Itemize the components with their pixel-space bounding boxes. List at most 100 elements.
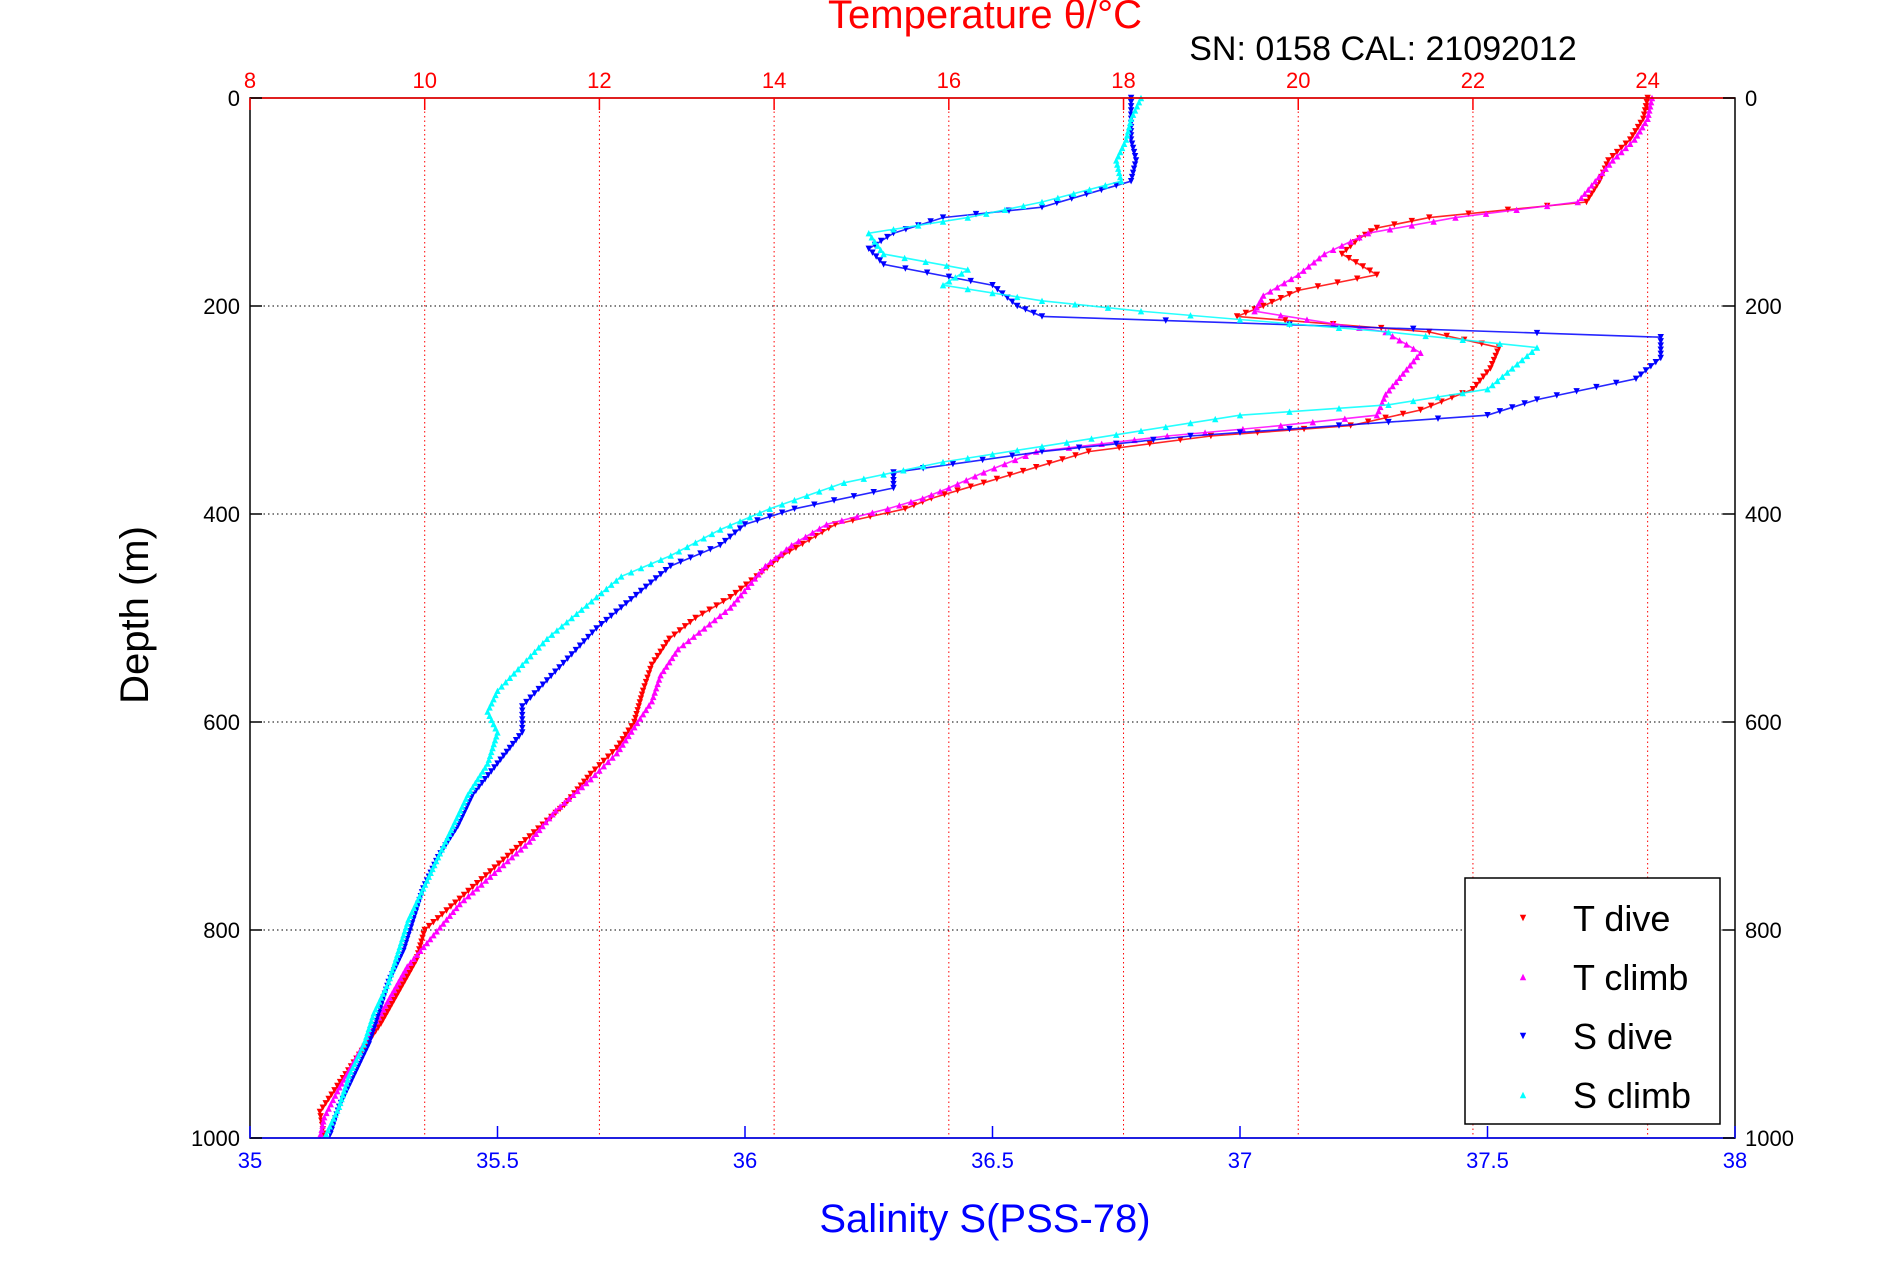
series-point — [1128, 173, 1136, 181]
series-point — [667, 552, 674, 559]
series-point — [469, 783, 476, 791]
series-point — [756, 509, 764, 517]
series-point — [632, 714, 639, 722]
series-point — [666, 635, 673, 642]
series-point — [890, 480, 897, 488]
series-point — [1657, 350, 1664, 358]
series-point — [453, 904, 460, 912]
series-point — [563, 618, 570, 626]
series-point — [634, 719, 641, 727]
series-point — [989, 451, 996, 458]
series-point — [1335, 324, 1343, 332]
series-point — [964, 454, 971, 462]
series-point — [1609, 153, 1616, 160]
series-point — [1657, 342, 1664, 349]
series-point — [1626, 136, 1634, 143]
series-point — [438, 911, 446, 918]
series-point — [413, 951, 421, 958]
series-point — [583, 602, 590, 609]
series-point — [591, 771, 599, 779]
series-point — [952, 274, 959, 281]
series-point — [828, 483, 835, 491]
series-point — [1009, 452, 1016, 459]
series-point — [500, 752, 507, 759]
series-point — [536, 826, 543, 834]
series-point — [1533, 396, 1541, 403]
series-point — [869, 249, 876, 256]
series-point — [334, 1082, 341, 1090]
series-point — [692, 539, 699, 546]
series-point — [1459, 336, 1466, 343]
series-point — [639, 711, 647, 718]
series-point — [1518, 356, 1526, 364]
series-point — [1606, 161, 1613, 168]
series-point — [386, 1004, 393, 1012]
y-tick-label-left: 0 — [228, 86, 240, 111]
series-point — [1251, 308, 1258, 315]
series-point — [1592, 178, 1599, 185]
series-point — [449, 908, 457, 915]
series-point — [1127, 178, 1135, 185]
series-point — [519, 716, 526, 723]
series-point — [677, 558, 684, 566]
series-point — [890, 477, 897, 484]
series-point — [923, 269, 931, 276]
series-point — [565, 795, 573, 802]
series-point — [547, 672, 555, 680]
series-point — [580, 778, 588, 785]
series-point — [994, 286, 1001, 293]
series-point — [542, 818, 550, 826]
y-tick-label-left: 400 — [203, 502, 240, 527]
series-point — [1644, 115, 1651, 122]
series-point — [319, 1104, 326, 1111]
series-point — [980, 469, 987, 476]
x-bottom-tick-label: 38 — [1723, 1148, 1747, 1173]
series-point — [1352, 259, 1360, 266]
series-point — [532, 830, 540, 837]
series-point — [1410, 345, 1417, 352]
series-point — [1127, 107, 1135, 114]
series-point — [519, 703, 526, 710]
series-point — [1126, 119, 1134, 127]
series-point — [1114, 161, 1121, 168]
series-point — [625, 732, 632, 740]
series-point — [936, 488, 944, 495]
series-point — [495, 865, 503, 873]
series-point — [802, 533, 809, 541]
series-point — [587, 776, 594, 783]
series-point — [647, 579, 655, 586]
series-point — [991, 465, 998, 472]
series-point — [1341, 415, 1349, 422]
series-point — [939, 458, 947, 466]
series-point — [543, 635, 551, 642]
series-point — [1528, 348, 1536, 355]
series-point — [1236, 429, 1244, 436]
series-point — [669, 654, 676, 662]
series-point — [1128, 140, 1136, 147]
series-point — [580, 638, 588, 645]
series-point — [465, 893, 472, 900]
series-point — [482, 877, 490, 884]
series-point — [491, 764, 498, 771]
series-point — [401, 977, 409, 984]
series-point — [486, 712, 493, 719]
series-point — [393, 993, 400, 1000]
y-axis-label: Depth (m) — [113, 526, 157, 704]
series-point — [695, 629, 703, 636]
series-point — [631, 718, 638, 726]
series-point — [1553, 392, 1560, 399]
series-point — [1657, 354, 1664, 362]
series-point — [1257, 296, 1265, 303]
series-point — [1640, 115, 1647, 122]
series-point — [1329, 320, 1337, 327]
series-point — [1316, 254, 1323, 262]
series-point — [1408, 217, 1415, 225]
series-point — [639, 687, 647, 694]
series-point — [949, 460, 957, 468]
series-point — [660, 667, 667, 675]
y-tick-label-right: 400 — [1745, 502, 1782, 527]
series-point — [830, 497, 838, 504]
series-point — [1513, 206, 1520, 213]
series-point — [1053, 199, 1061, 207]
